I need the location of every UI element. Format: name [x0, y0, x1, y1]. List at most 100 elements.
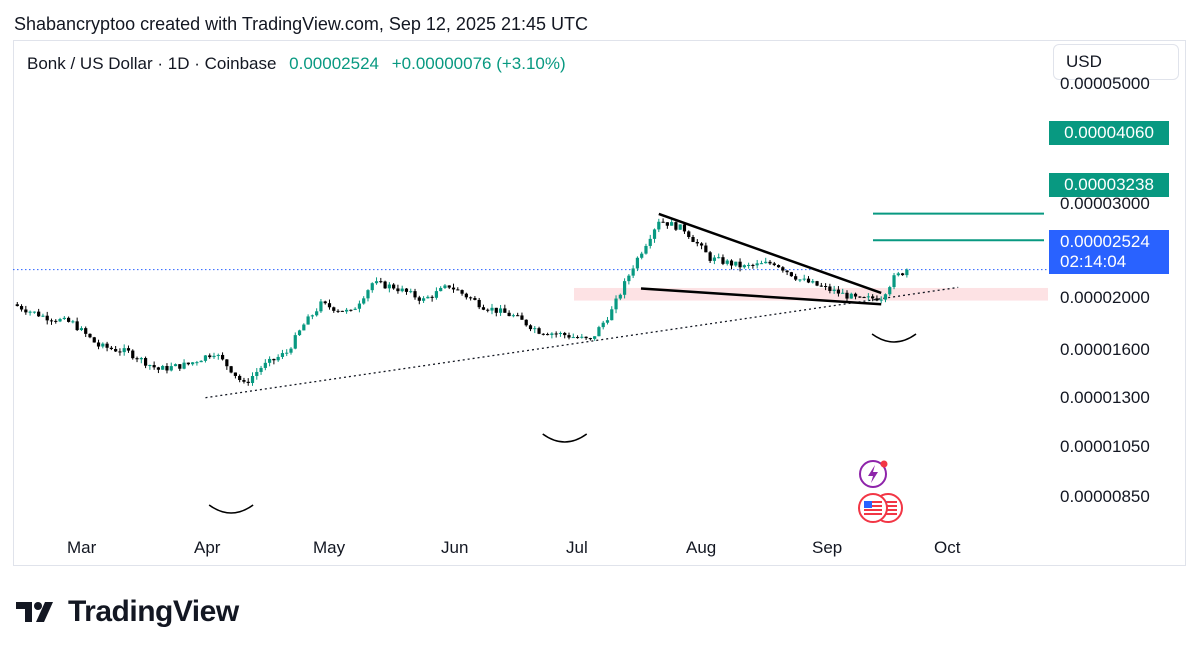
swing-low-arc	[542, 433, 588, 443]
candle-body	[888, 287, 892, 295]
candle-body	[357, 303, 362, 309]
candle-body	[845, 292, 849, 299]
candle-body	[58, 318, 62, 322]
candle-body	[434, 291, 439, 298]
bolt-event-icon	[859, 460, 888, 488]
candle-body	[182, 362, 186, 369]
candle-body	[28, 311, 32, 313]
candle-body	[764, 261, 768, 264]
candle-body	[836, 289, 841, 294]
tradingview-logo-icon	[16, 602, 53, 622]
price-tick: 0.00001600	[1060, 340, 1150, 359]
candle-body	[747, 264, 751, 266]
candle-body	[242, 380, 246, 382]
candle-body	[101, 343, 105, 347]
candle-body	[45, 315, 49, 321]
candle-body	[49, 320, 54, 322]
candle-body	[135, 358, 139, 360]
candle-body	[875, 298, 879, 301]
candle-body	[199, 360, 203, 363]
candle-body	[546, 334, 550, 336]
month-label: Sep	[812, 538, 843, 557]
wedge-upper-line	[658, 212, 882, 295]
price-tick: 0.00000850	[1060, 487, 1150, 506]
chart-credit: Shabancryptoo created with TradingView.c…	[14, 14, 589, 34]
flag-stripe	[864, 513, 882, 515]
chart-legend: Bonk / US Dollar · 1D · Coinbase 0.00002…	[27, 54, 566, 74]
candle-body	[24, 309, 28, 313]
candle-body	[798, 279, 802, 281]
candle-body	[524, 319, 528, 326]
flag-canton	[864, 501, 872, 508]
candle-body	[92, 337, 96, 343]
candle-body	[811, 281, 815, 283]
candle-body	[349, 309, 353, 311]
candle-body	[404, 288, 409, 292]
candle-body	[896, 273, 900, 276]
candle-body	[853, 293, 858, 297]
flag-stripe	[879, 513, 897, 515]
candle-body	[473, 298, 477, 300]
candle-body	[332, 307, 336, 311]
candle-body	[883, 294, 888, 300]
candle-body	[447, 285, 451, 288]
price-tick: 0.00002000	[1060, 288, 1150, 307]
candle-body	[605, 320, 610, 323]
candle-body	[588, 338, 592, 340]
candle-body	[879, 299, 883, 301]
candle-body	[567, 335, 571, 338]
us-flag-event-icon	[858, 493, 903, 523]
swing-low-arc	[208, 504, 254, 514]
candle-body	[285, 352, 289, 354]
target-tag-lower: 0.00003238	[1049, 173, 1169, 197]
candle-body	[229, 366, 233, 373]
candle-body	[511, 315, 515, 317]
tradingview-logo: TradingView	[16, 595, 239, 629]
candle-body	[426, 296, 430, 299]
countdown-timer: 02:14:04	[1060, 252, 1127, 271]
candle-body	[306, 316, 310, 325]
month-label: Oct	[934, 538, 961, 557]
candle-body	[678, 224, 682, 230]
candle-body	[682, 224, 687, 232]
month-label: Jun	[441, 538, 469, 557]
candle-body	[806, 278, 811, 283]
candle-body	[704, 245, 708, 253]
candle-body	[717, 257, 721, 259]
candle-body	[725, 260, 729, 264]
candle-body	[161, 365, 165, 370]
candle-body	[498, 308, 503, 313]
candle-body	[841, 292, 845, 294]
candle-body	[41, 315, 45, 317]
candle-body	[858, 296, 862, 298]
brand-wordmark: TradingView	[68, 595, 239, 628]
target-tag-upper: 0.00004060	[1049, 121, 1169, 145]
candle-body	[396, 288, 400, 292]
candle-body	[225, 359, 229, 367]
candle-body	[387, 284, 391, 289]
candle-body	[541, 333, 545, 335]
candle-body	[610, 309, 614, 321]
candle-body	[687, 231, 691, 237]
candle-body	[815, 281, 819, 286]
month-label: Mar	[67, 538, 97, 557]
legend-price: 0.00002524	[289, 54, 379, 73]
candle-body	[79, 328, 84, 331]
candle-body	[528, 325, 533, 330]
wedge-lower-line	[640, 287, 882, 306]
candle-body	[490, 307, 494, 311]
currency-button[interactable]: USD	[1053, 44, 1179, 80]
swing-low-arc	[871, 333, 917, 343]
candle-body	[558, 332, 563, 334]
candle-body	[768, 261, 772, 264]
candle-body	[905, 269, 909, 276]
candle-body	[785, 270, 789, 273]
candle-body	[627, 275, 631, 282]
candle-body	[15, 304, 19, 307]
candle-body	[75, 321, 79, 331]
candle-body	[96, 342, 101, 347]
candle-body	[533, 328, 537, 330]
candle-body	[507, 312, 511, 317]
price-tick: 0.00001300	[1060, 388, 1150, 407]
